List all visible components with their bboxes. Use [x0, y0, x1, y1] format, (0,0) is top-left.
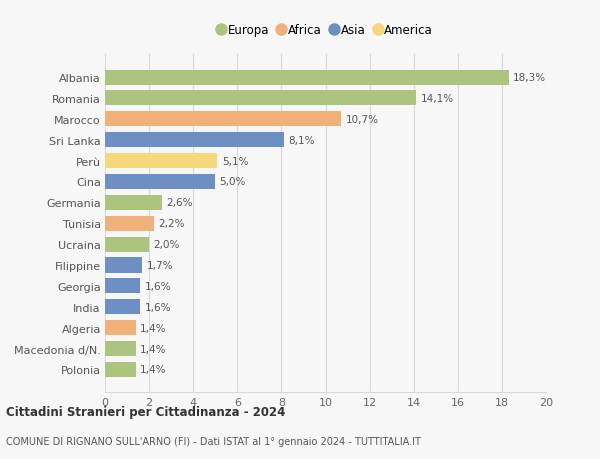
Text: Cittadini Stranieri per Cittadinanza - 2024: Cittadini Stranieri per Cittadinanza - 2…	[6, 405, 286, 419]
Bar	[105, 341, 136, 356]
Bar	[105, 91, 416, 106]
Text: 1,6%: 1,6%	[145, 281, 171, 291]
Bar	[105, 320, 136, 336]
Bar	[105, 196, 163, 210]
Text: 2,6%: 2,6%	[167, 198, 193, 208]
Bar	[105, 133, 284, 148]
Bar	[105, 258, 142, 273]
Bar	[105, 70, 509, 85]
Bar	[105, 216, 154, 231]
Text: 2,2%: 2,2%	[158, 219, 184, 229]
Bar	[105, 237, 149, 252]
Bar	[105, 279, 140, 294]
Legend: Europa, Africa, Asia, America: Europa, Africa, Asia, America	[215, 21, 436, 40]
Bar	[105, 154, 217, 169]
Text: 1,7%: 1,7%	[147, 260, 173, 270]
Bar	[105, 362, 136, 377]
Text: 18,3%: 18,3%	[513, 73, 546, 83]
Text: 10,7%: 10,7%	[346, 115, 379, 124]
Bar	[105, 300, 140, 314]
Text: COMUNE DI RIGNANO SULL'ARNO (FI) - Dati ISTAT al 1° gennaio 2024 - TUTTITALIA.IT: COMUNE DI RIGNANO SULL'ARNO (FI) - Dati …	[6, 437, 421, 446]
Bar	[105, 112, 341, 127]
Text: 1,4%: 1,4%	[140, 344, 167, 354]
Text: 14,1%: 14,1%	[421, 94, 454, 104]
Text: 2,0%: 2,0%	[154, 240, 180, 250]
Text: 8,1%: 8,1%	[288, 135, 314, 146]
Text: 1,4%: 1,4%	[140, 364, 167, 375]
Bar	[105, 174, 215, 190]
Text: 1,4%: 1,4%	[140, 323, 167, 333]
Text: 1,6%: 1,6%	[145, 302, 171, 312]
Text: 5,0%: 5,0%	[220, 177, 246, 187]
Text: 5,1%: 5,1%	[222, 156, 248, 166]
